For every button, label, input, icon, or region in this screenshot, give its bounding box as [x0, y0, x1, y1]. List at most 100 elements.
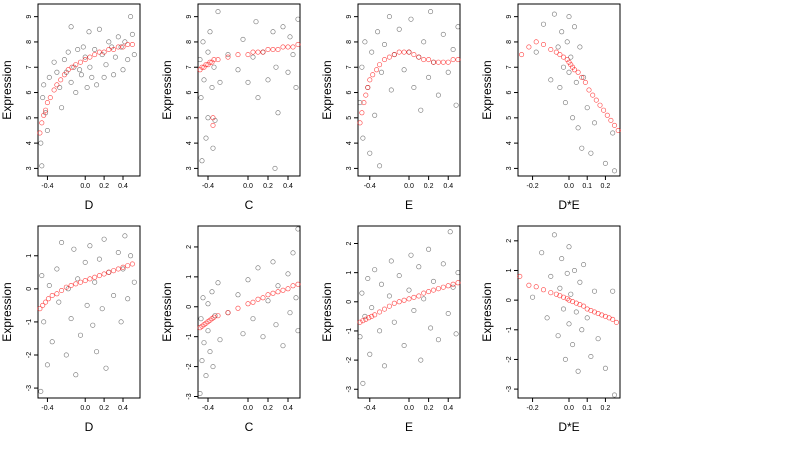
observed-point	[577, 279, 583, 285]
fitted-point	[245, 52, 251, 58]
observed-point	[362, 39, 368, 45]
x-axis-label: D*E	[558, 198, 579, 212]
fitted-point	[553, 49, 559, 55]
fitted-point	[225, 54, 231, 60]
y-tick-label: 1	[186, 275, 193, 279]
fitted-point	[82, 278, 88, 284]
scatter-panel-7: -0.4 0.0 0.2 0.4 -3 -2 -1 0 1 2 E Expression	[320, 225, 461, 434]
observed-point	[455, 24, 461, 30]
observed-point	[39, 273, 45, 279]
observed-point	[568, 54, 574, 60]
observed-point	[372, 112, 378, 118]
observed-point	[533, 49, 539, 55]
fitted-point	[571, 67, 577, 73]
fitted-point	[579, 74, 585, 80]
fitted-point	[82, 57, 88, 63]
fitted-point	[265, 46, 271, 52]
observed-point	[129, 31, 135, 37]
fitted-point	[374, 67, 380, 73]
x-axis-label: E	[405, 420, 413, 434]
observed-point	[378, 281, 384, 287]
observed-point	[235, 292, 241, 298]
fitted-series	[519, 39, 621, 134]
y-tick-label: 6	[506, 90, 513, 94]
observed-point	[94, 82, 100, 88]
observed-series	[530, 232, 617, 398]
observed-point	[435, 92, 441, 98]
y-tick-label: -3	[186, 393, 193, 399]
fitted-point	[357, 319, 363, 325]
observed-point	[77, 67, 83, 73]
x-tick-label: -0.4	[202, 183, 214, 190]
fitted-point	[245, 301, 251, 307]
fitted-point	[211, 57, 217, 63]
observed-point	[570, 342, 576, 348]
observed-point	[63, 352, 69, 358]
y-tick-label: 3	[346, 166, 353, 170]
y-tick-label: -3	[26, 385, 33, 391]
fitted-point	[435, 59, 441, 65]
observed-point	[588, 150, 594, 156]
y-tick-label: 9	[506, 15, 513, 19]
observed-point	[440, 261, 446, 267]
observed-point	[555, 333, 561, 339]
y-tick-label: -3	[506, 386, 513, 392]
plot-frame	[517, 3, 621, 177]
observed-point	[101, 74, 107, 80]
observed-point	[198, 316, 204, 322]
y-tick-label: 6	[346, 90, 353, 94]
observed-point	[59, 240, 65, 246]
fitted-point	[611, 122, 617, 128]
observed-point	[201, 77, 207, 83]
y-tick-label: 1	[346, 271, 353, 275]
observed-point	[122, 233, 128, 239]
observed-point	[212, 313, 218, 319]
observed-series	[197, 226, 301, 396]
observed-point	[46, 74, 52, 80]
fitted-point	[359, 110, 365, 116]
observed-point	[75, 276, 81, 282]
observed-point	[56, 299, 62, 305]
observed-point	[215, 9, 221, 15]
observed-point	[92, 46, 98, 52]
observed-point	[96, 256, 102, 262]
observed-point	[575, 125, 581, 131]
y-tick-label: 6	[26, 90, 33, 94]
y-tick-label: 4	[186, 141, 193, 145]
scatter-panel-1: -0.4 0.0 0.2 0.4 3 4 5 6 7 8 9 D Expression	[0, 3, 141, 212]
scatter-panel-2: -0.4 0.0 0.2 0.4 3 4 5 6 7 8 9 C Expression	[160, 3, 301, 212]
observed-point	[610, 288, 616, 294]
x-tick-label: 0.2	[601, 183, 611, 190]
fitted-point	[604, 112, 610, 118]
observed-point	[280, 24, 286, 30]
observed-series	[357, 229, 461, 386]
observed-point	[235, 67, 241, 73]
observed-point	[411, 307, 417, 313]
observed-point	[611, 392, 617, 398]
y-axis-label: Expression	[160, 60, 174, 119]
y-tick-label: 8	[186, 40, 193, 44]
fitted-point	[65, 67, 71, 73]
fitted-point	[54, 82, 60, 88]
observed-point	[103, 62, 109, 68]
fitted-point	[120, 264, 126, 270]
fitted-point	[255, 49, 261, 55]
fitted-point	[370, 72, 376, 78]
fitted-point	[210, 115, 216, 121]
fitted-point	[51, 87, 57, 93]
y-tick-label: 8	[346, 40, 353, 44]
fitted-series	[37, 261, 135, 312]
observed-point	[367, 351, 373, 357]
observed-series	[533, 11, 617, 174]
x-axis-label: D*E	[558, 420, 579, 434]
fitted-point	[391, 300, 397, 306]
fitted-point	[581, 303, 587, 309]
fitted-point	[435, 286, 441, 292]
observed-point	[566, 69, 572, 75]
observed-point	[293, 295, 299, 301]
observed-point	[579, 327, 585, 333]
y-axis-label: Expression	[0, 60, 14, 119]
x-tick-label: 0.4	[443, 183, 453, 190]
fitted-point	[111, 46, 117, 52]
fitted-series	[37, 41, 135, 136]
